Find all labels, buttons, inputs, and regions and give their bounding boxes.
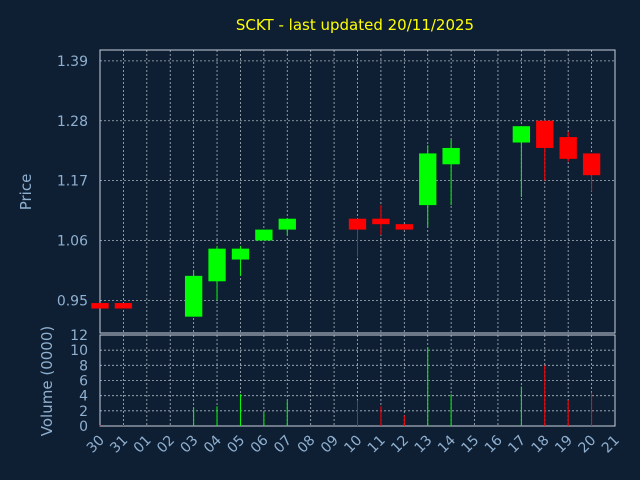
candle-body: [91, 303, 109, 309]
candle-body: [231, 248, 250, 260]
price-tick-label: 1.39: [57, 54, 88, 70]
candle-body: [512, 126, 531, 143]
candle-body: [442, 147, 460, 165]
candle-body: [395, 224, 413, 230]
price-tick-label: 0.95: [57, 293, 88, 309]
price-tick-label: 1.17: [57, 174, 88, 190]
volume-tick-label: 8: [79, 358, 88, 374]
price-panel: 0.95 1.06 1.17 1.28 1.39: [57, 49, 616, 334]
volume-tick-label: 6: [79, 374, 88, 390]
candle-body: [372, 218, 390, 225]
x-axis-label: Day: [334, 460, 362, 476]
chart-title: SCKT - last updated 20/11/2025: [236, 16, 474, 34]
volume-axis-label: Volume (0000): [38, 326, 56, 436]
candle-body: [536, 120, 554, 148]
volume-tick-label: 4: [79, 389, 88, 405]
volume-tick-label: 2: [79, 404, 88, 420]
price-axis-label: Price: [17, 174, 35, 211]
volume-tick-label: 0: [79, 419, 88, 435]
price-tick-label: 1.06: [57, 233, 88, 249]
candle-body: [184, 275, 203, 317]
candle-body: [278, 218, 296, 230]
candle-body: [419, 153, 437, 206]
candle-body: [559, 137, 577, 159]
candle-body: [208, 248, 226, 282]
candle-body: [114, 303, 133, 309]
candle-body: [255, 229, 273, 241]
candle-body: [582, 153, 601, 176]
volume-tick-label: 12: [70, 328, 88, 344]
volume-tick-label: 10: [70, 343, 88, 359]
candle-body: [348, 218, 367, 230]
price-tick-label: 1.28: [57, 114, 88, 130]
